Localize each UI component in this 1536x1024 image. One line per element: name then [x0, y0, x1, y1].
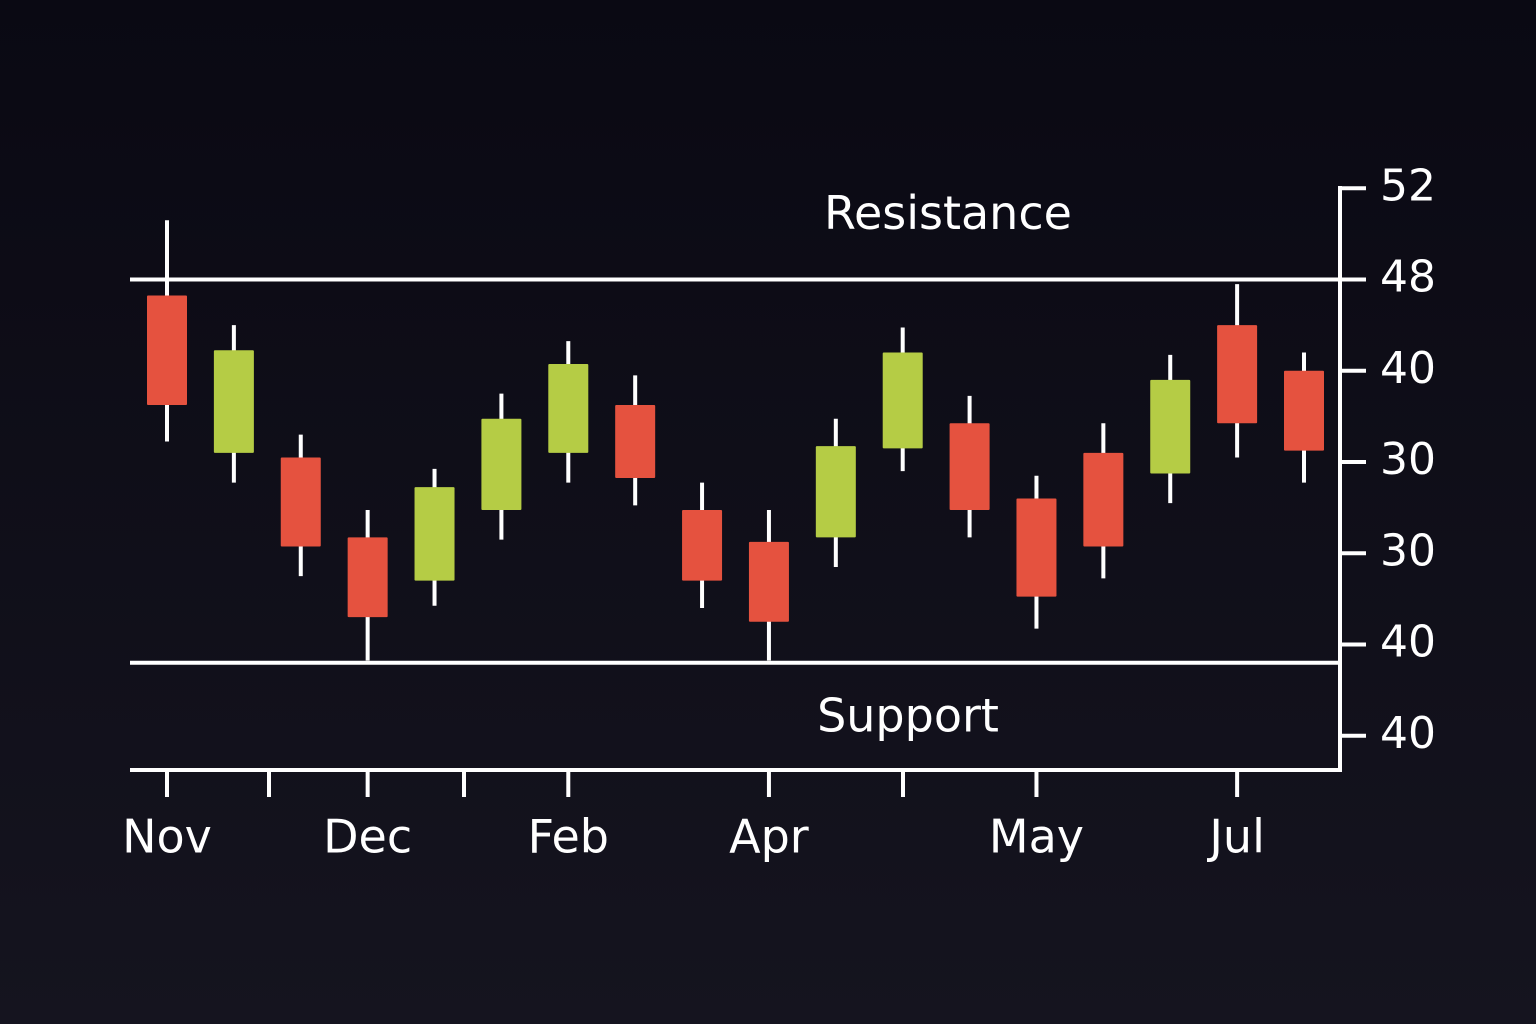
- candle-body: [1284, 370, 1324, 451]
- candle-body: [748, 541, 789, 622]
- candle-body: [147, 295, 187, 405]
- x-tick-label: Dec: [323, 810, 412, 864]
- x-tick-label: Jul: [1206, 810, 1265, 864]
- x-tick-label: Nov: [122, 810, 212, 864]
- candle-body: [414, 487, 455, 581]
- candle-body: [882, 352, 923, 449]
- y-tick-label: 48: [1380, 252, 1436, 303]
- candle-body: [213, 350, 254, 453]
- candle-body: [1150, 379, 1191, 474]
- candle-body: [682, 509, 723, 581]
- x-tick-label: May: [989, 810, 1084, 864]
- x-tick-label: Apr: [729, 810, 809, 864]
- candle-body: [1016, 498, 1057, 597]
- candle-body: [615, 405, 656, 478]
- y-tick-label: 52: [1380, 160, 1436, 211]
- y-tick-label: 40: [1380, 343, 1436, 394]
- y-tick-label: 40: [1380, 708, 1436, 759]
- y-tick-label: 30: [1380, 525, 1436, 576]
- y-tick-label: 30: [1380, 434, 1436, 485]
- candle-body: [548, 363, 589, 453]
- candle-body: [815, 446, 856, 538]
- x-tick-label: Feb: [528, 810, 609, 864]
- candle-body: [1083, 452, 1124, 547]
- candle-body: [347, 537, 388, 618]
- support-label: Support: [817, 688, 999, 742]
- candle-body: [481, 418, 522, 510]
- y-tick-label: 40: [1380, 617, 1436, 668]
- candle-body: [1217, 325, 1258, 424]
- resistance-label: Resistance: [824, 186, 1072, 240]
- candle-body: [949, 423, 990, 510]
- candle-body: [280, 457, 321, 547]
